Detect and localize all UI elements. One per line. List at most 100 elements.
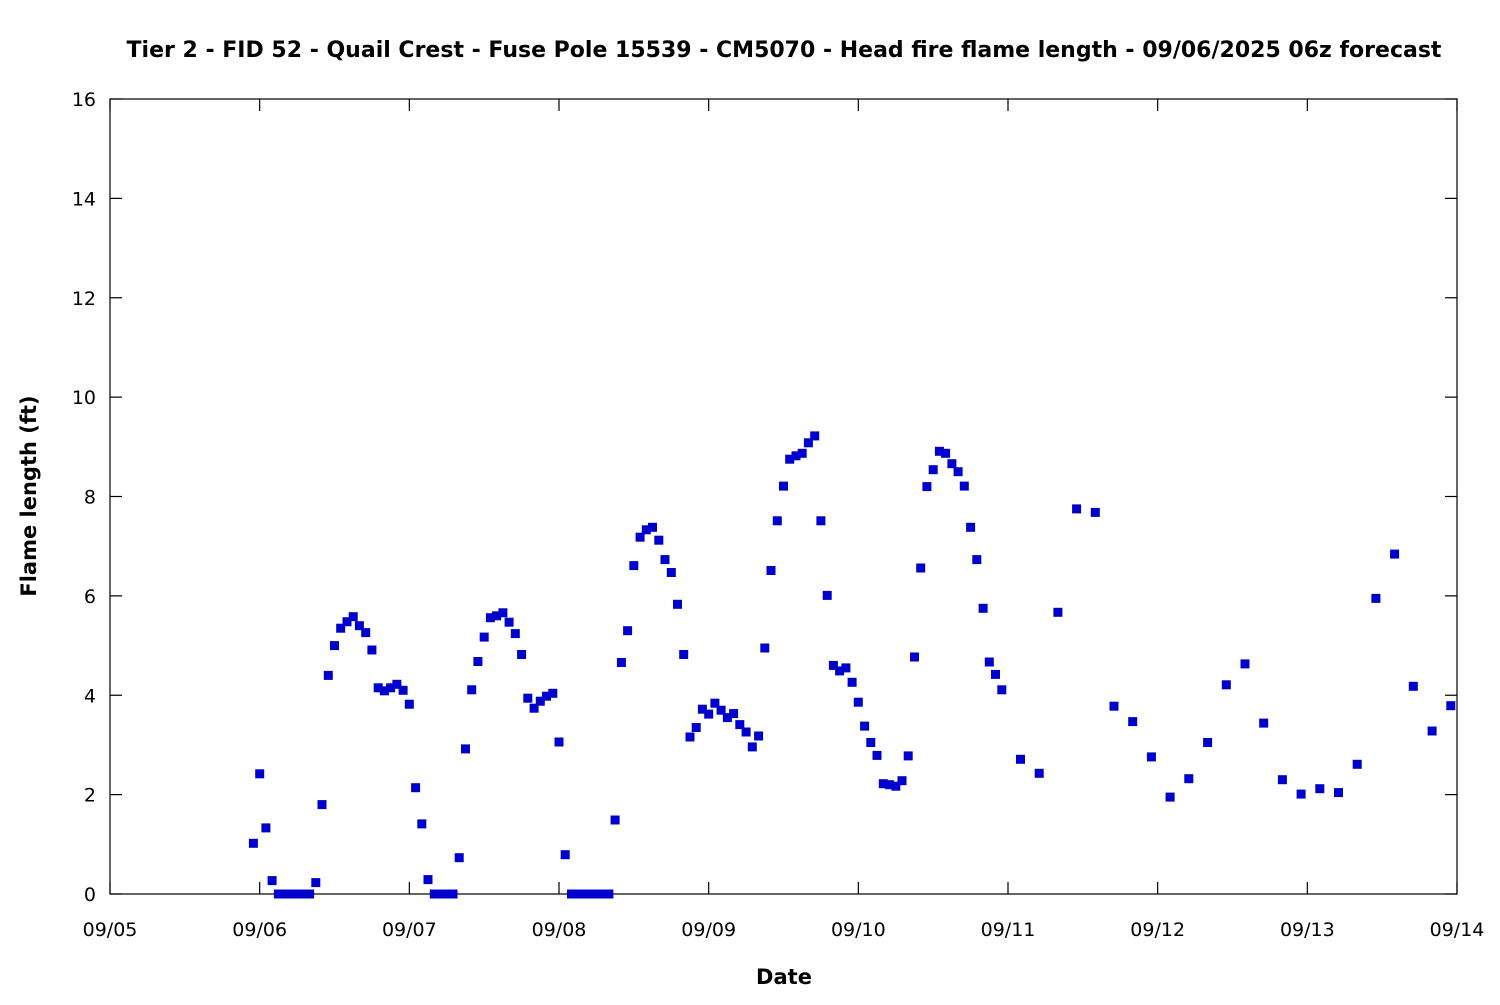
data-point bbox=[941, 448, 951, 458]
data-point bbox=[741, 727, 751, 737]
data-point bbox=[623, 626, 633, 636]
data-point bbox=[891, 781, 901, 791]
data-point bbox=[535, 696, 545, 706]
data-point bbox=[934, 446, 944, 456]
data-point bbox=[654, 535, 664, 545]
data-point bbox=[485, 613, 495, 623]
y-tick-label: 2 bbox=[84, 785, 96, 807]
data-point bbox=[841, 663, 851, 673]
x-tick-label: 09/08 bbox=[532, 919, 587, 941]
data-point bbox=[323, 670, 333, 680]
x-tick-label: 09/11 bbox=[981, 919, 1036, 941]
data-point bbox=[336, 623, 346, 633]
data-point bbox=[866, 738, 876, 747]
data-point bbox=[1240, 659, 1250, 669]
data-point bbox=[641, 525, 651, 535]
data-point bbox=[710, 698, 720, 708]
data-point bbox=[367, 645, 377, 655]
y-tick-label: 12 bbox=[72, 288, 96, 310]
data-point bbox=[666, 568, 676, 577]
data-point bbox=[1109, 701, 1119, 711]
data-point bbox=[822, 590, 832, 600]
data-point bbox=[847, 677, 857, 687]
data-point bbox=[529, 703, 539, 713]
data-point bbox=[379, 686, 389, 696]
data-point bbox=[398, 685, 408, 695]
x-tick-label: 09/09 bbox=[681, 919, 736, 941]
data-point bbox=[779, 481, 788, 491]
data-point bbox=[697, 704, 707, 714]
data-point bbox=[635, 532, 645, 542]
data-point bbox=[835, 666, 845, 676]
data-point bbox=[966, 522, 976, 532]
data-point bbox=[280, 889, 290, 899]
data-point bbox=[972, 555, 982, 565]
data-point bbox=[978, 603, 988, 613]
data-point bbox=[504, 617, 514, 627]
data-point bbox=[991, 669, 1000, 679]
data-point bbox=[897, 776, 907, 786]
data-point bbox=[1390, 549, 1400, 559]
data-point bbox=[1277, 775, 1287, 785]
data-point bbox=[953, 467, 963, 477]
data-point bbox=[1090, 507, 1100, 517]
data-point bbox=[648, 522, 657, 532]
data-point bbox=[560, 850, 570, 860]
data-point bbox=[591, 889, 601, 899]
data-series bbox=[248, 431, 1456, 899]
data-point bbox=[1165, 792, 1175, 802]
data-point bbox=[1146, 752, 1156, 762]
x-tick-label: 09/07 bbox=[382, 919, 437, 941]
data-point bbox=[704, 709, 714, 719]
data-point bbox=[928, 465, 938, 475]
data-point bbox=[317, 800, 327, 810]
data-point bbox=[673, 599, 682, 609]
data-point bbox=[417, 819, 427, 829]
data-point bbox=[1315, 784, 1325, 794]
data-point bbox=[429, 889, 439, 899]
data-point bbox=[1427, 726, 1437, 736]
x-axis: 09/05 09/06 09/07 09/08 09/09 09/10 09/11 09/12… bbox=[83, 99, 1484, 941]
data-point bbox=[1184, 774, 1194, 784]
data-point bbox=[548, 688, 558, 698]
data-point bbox=[386, 683, 396, 693]
data-point bbox=[910, 652, 919, 662]
data-point bbox=[573, 889, 583, 899]
y-tick-label: 6 bbox=[84, 586, 96, 608]
data-point bbox=[354, 621, 364, 631]
x-axis-label: Date bbox=[756, 965, 812, 989]
data-point bbox=[959, 481, 969, 491]
data-point bbox=[498, 608, 508, 618]
data-point bbox=[722, 713, 732, 723]
plot-frame bbox=[109, 98, 1458, 895]
data-point bbox=[348, 612, 358, 622]
x-tick-label: 09/05 bbox=[83, 919, 138, 941]
data-point bbox=[248, 838, 258, 848]
data-point bbox=[461, 744, 470, 754]
data-point bbox=[616, 658, 626, 667]
data-point bbox=[261, 823, 271, 833]
data-point bbox=[286, 889, 296, 899]
data-point bbox=[554, 737, 564, 747]
data-point bbox=[542, 691, 551, 701]
data-point bbox=[754, 731, 764, 741]
data-point bbox=[791, 451, 801, 461]
data-point bbox=[1053, 607, 1063, 617]
y-tick-label: 8 bbox=[84, 487, 96, 509]
data-point bbox=[984, 657, 994, 667]
data-point bbox=[373, 683, 383, 693]
data-point bbox=[878, 779, 888, 789]
data-point bbox=[585, 889, 595, 899]
y-axis-label: Flame length (ft) bbox=[17, 395, 41, 596]
data-point bbox=[436, 889, 445, 899]
data-point bbox=[1296, 789, 1306, 799]
data-point bbox=[947, 459, 957, 469]
data-point bbox=[885, 780, 894, 790]
data-point bbox=[997, 685, 1007, 695]
data-point bbox=[785, 454, 795, 464]
y-tick-label: 4 bbox=[84, 685, 96, 707]
data-point bbox=[311, 878, 321, 888]
data-point bbox=[292, 889, 302, 899]
data-point bbox=[735, 720, 745, 730]
